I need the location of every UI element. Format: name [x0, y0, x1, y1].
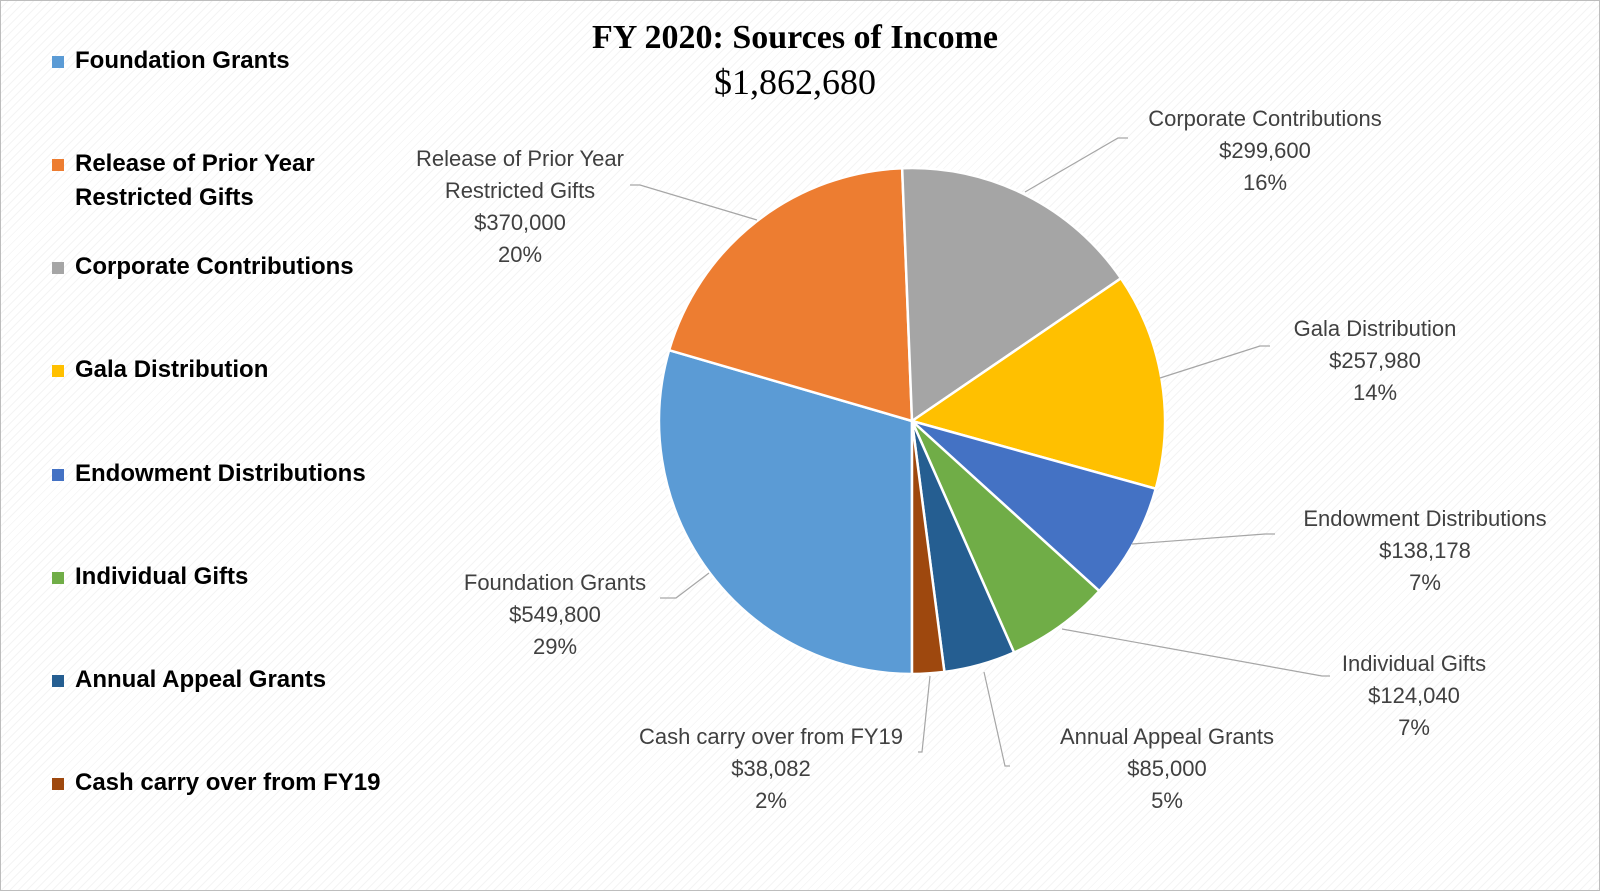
data-label-percent: 14% [1353, 380, 1397, 405]
data-label-percent: 7% [1398, 715, 1430, 740]
data-label-value: $124,040 [1368, 683, 1460, 708]
data-label-gala-distribution: Gala Distribution $257,980 14% [1294, 316, 1457, 405]
chart-subtitle: $1,862,680 [714, 62, 876, 102]
data-label-value: $257,980 [1329, 348, 1421, 373]
leader-lines [630, 137, 1330, 767]
data-label-cash-carry-over-from-fy19: Cash carry over from FY19 $38,082 2% [639, 724, 903, 813]
data-label-percent: 29% [533, 634, 577, 659]
data-label-name: Corporate Contributions [1148, 106, 1382, 131]
chart-title: FY 2020: Sources of Income [591, 19, 999, 56]
legend-swatch [52, 572, 64, 584]
leader-line-gala-distribution [1159, 345, 1270, 379]
legend-swatch [52, 365, 64, 377]
legend-swatch [52, 778, 64, 790]
legend-label-line: Annual Appeal Grants [75, 666, 327, 693]
data-label-value: $549,800 [509, 602, 601, 627]
data-label-name: Annual Appeal Grants [1060, 724, 1274, 749]
leader-line-cash-carry-over-from-fy19 [918, 675, 931, 753]
legend-label-line: Corporate Contributions [75, 253, 354, 280]
legend-label: Corporate Contributions [75, 250, 405, 284]
legend-swatch [52, 159, 64, 171]
data-labels: Foundation Grants $549,800 29% Release of P… [416, 106, 1547, 813]
pie-slice-corporate-contributions [900, 166, 1123, 423]
data-label-individual-gifts: Individual Gifts $124,040 7% [1342, 651, 1486, 740]
data-label-foundation-grants: Foundation Grants $549,800 29% [464, 570, 646, 659]
pie-slice-endowment-distributions [910, 419, 1158, 593]
legend-label-line: Foundation Grants [75, 47, 290, 74]
legend-label-line: Release of Prior Year [75, 150, 315, 177]
legend-label-line: Individual Gifts [75, 563, 249, 590]
legend-label: Endowment Distributions [75, 457, 405, 491]
data-label-value: $85,000 [1127, 756, 1207, 781]
legend-label: Gala Distribution [75, 353, 405, 387]
data-label-percent: 16% [1243, 170, 1287, 195]
legend-swatch [52, 675, 64, 687]
data-label-value: $138,178 [1379, 538, 1471, 563]
data-label-name: Gala Distribution [1294, 316, 1457, 341]
data-label-annual-appeal-grants: Annual Appeal Grants $85,000 5% [1060, 724, 1274, 813]
data-label-release-of-prior-year-restricted-gifts: Release of Prior Year Restricted Gifts $37… [416, 146, 624, 267]
leader-line-corporate-contributions [1024, 137, 1128, 193]
data-label-name: Cash carry over from FY19 [639, 724, 903, 749]
legend-label: Annual Appeal Grants [75, 663, 405, 697]
legend-label: Foundation Grants [75, 44, 405, 78]
legend-label-line: Cash carry over from FY19 [75, 769, 381, 796]
data-label-name: Foundation Grants [464, 570, 646, 595]
leader-line-release-of-prior-year-restricted-gifts [630, 184, 758, 221]
data-label-value: $370,000 [474, 210, 566, 235]
data-label-percent: 2% [755, 788, 787, 813]
legend-label-line: Endowment Distributions [75, 460, 366, 487]
data-label-value: $38,082 [731, 756, 811, 781]
leader-line-endowment-distributions [1131, 533, 1275, 545]
leader-line-individual-gifts [1061, 628, 1330, 677]
data-label-name: Release of Prior Year [416, 146, 624, 171]
chart-title-block: FY 2020: Sources of Income $1,862,680 [0, 16, 1600, 104]
data-label-name: Endowment Distributions [1303, 506, 1546, 531]
data-label-corporate-contributions: Corporate Contributions $299,600 16% [1148, 106, 1382, 195]
data-label-percent: 7% [1409, 570, 1441, 595]
legend-label: Cash carry over from FY19 [75, 766, 405, 800]
legend-label: Individual Gifts [75, 560, 405, 594]
leader-line-foundation-grants [660, 572, 710, 599]
data-label-percent: 5% [1151, 788, 1183, 813]
data-label-endowment-distributions: Endowment Distributions $138,178 7% [1303, 506, 1546, 595]
legend-label: Release of Prior Year Restricted Gifts [75, 147, 405, 215]
legend-swatch [52, 262, 64, 274]
pie-slice-foundation-grants [657, 348, 914, 676]
pie-slice-gala-distribution [910, 277, 1167, 490]
data-label-name: Individual Gifts [1342, 651, 1486, 676]
pie-slice-release-of-prior-year-restricted-gifts [667, 166, 914, 423]
data-label-percent: 20% [498, 242, 542, 267]
legend-swatch [52, 469, 64, 481]
data-label-value: $299,600 [1219, 138, 1311, 163]
legend-swatch [52, 56, 64, 68]
leader-line-annual-appeal-grants [983, 671, 1010, 767]
pie-slice-cash-carry-over-from-fy19 [910, 419, 946, 676]
legend-label-line: Restricted Gifts [75, 184, 254, 211]
legend-label-line: Gala Distribution [75, 356, 269, 383]
pie-slices [657, 166, 1167, 676]
data-label-name: Restricted Gifts [445, 178, 595, 203]
